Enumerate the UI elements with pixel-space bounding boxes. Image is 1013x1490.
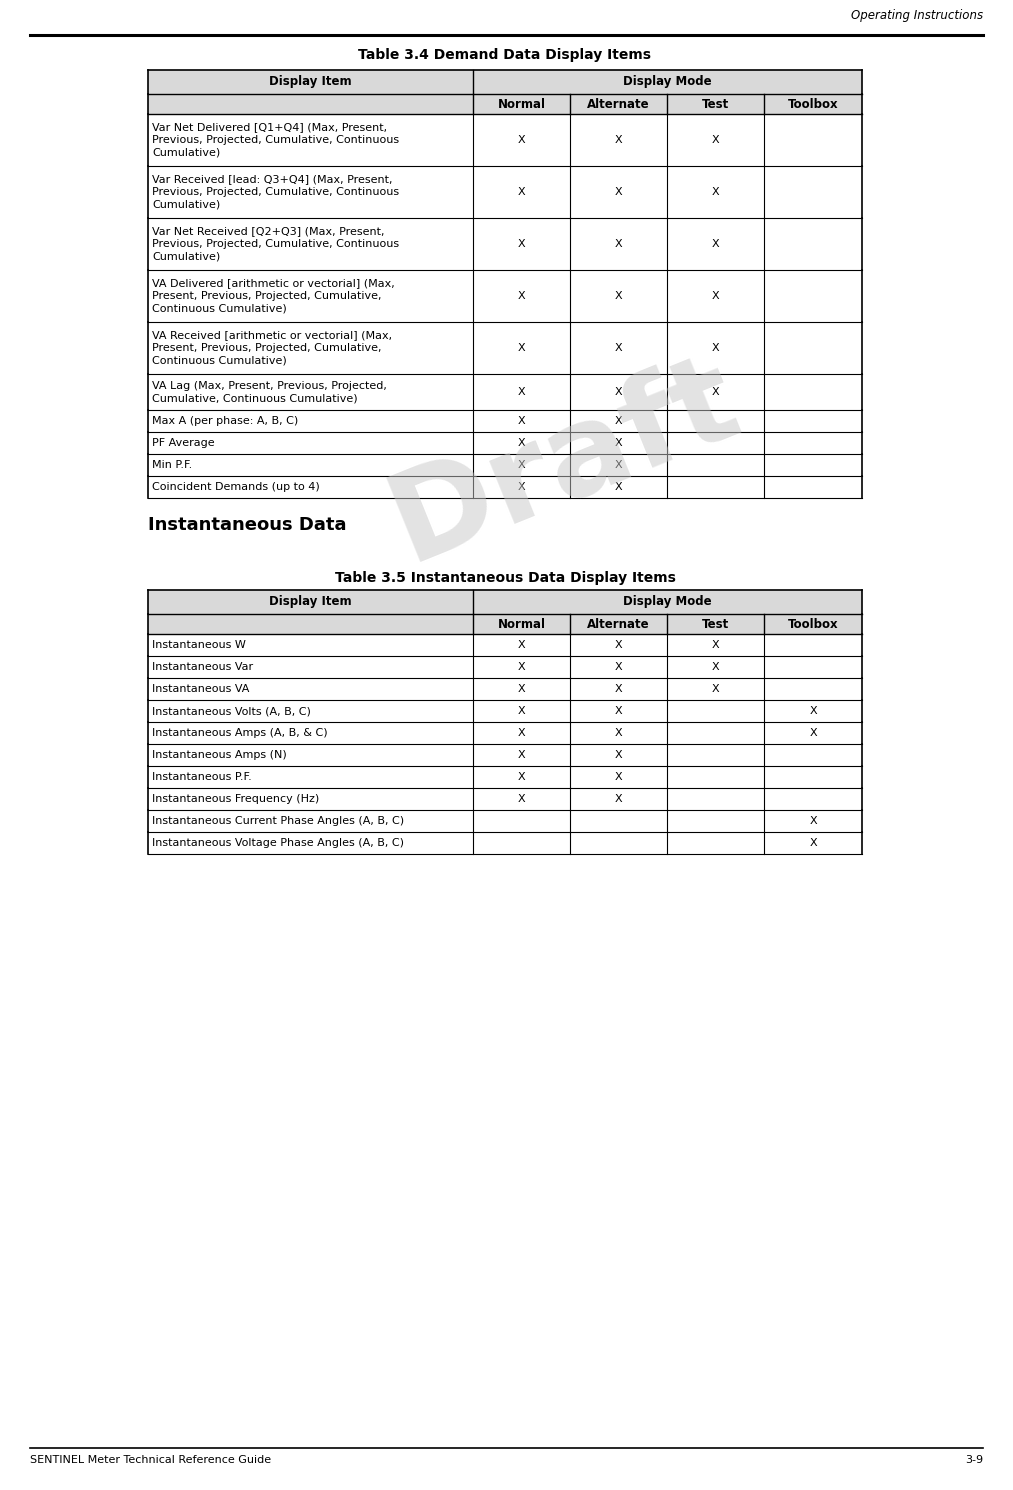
Text: X: X — [518, 460, 525, 469]
Text: Instantaneous Var: Instantaneous Var — [152, 662, 253, 672]
Text: X: X — [712, 387, 719, 396]
Text: Instantaneous Volts (A, B, C): Instantaneous Volts (A, B, C) — [152, 706, 311, 717]
Text: X: X — [518, 749, 525, 760]
Text: VA Delivered [arithmetic or vectorial] (Max,
Present, Previous, Projected, Cumul: VA Delivered [arithmetic or vectorial] (… — [152, 279, 395, 314]
Text: Min P.F.: Min P.F. — [152, 460, 192, 469]
Text: X: X — [615, 684, 622, 694]
Text: Toolbox: Toolbox — [788, 617, 839, 630]
Bar — [148, 94, 862, 115]
Text: X: X — [518, 794, 525, 805]
Text: X: X — [518, 662, 525, 672]
Text: Normal: Normal — [497, 617, 545, 630]
Text: X: X — [809, 817, 816, 825]
Text: X: X — [615, 238, 622, 249]
Text: X: X — [712, 188, 719, 197]
Text: X: X — [615, 772, 622, 782]
Text: Instantaneous Voltage Phase Angles (A, B, C): Instantaneous Voltage Phase Angles (A, B… — [152, 837, 404, 848]
Text: X: X — [518, 291, 525, 301]
Text: Alternate: Alternate — [588, 617, 649, 630]
Text: X: X — [712, 343, 719, 353]
Text: Toolbox: Toolbox — [788, 97, 839, 110]
Text: Display Item: Display Item — [269, 596, 352, 608]
Text: 3-9: 3-9 — [964, 1456, 983, 1465]
Text: X: X — [518, 238, 525, 249]
Text: X: X — [518, 438, 525, 448]
Text: X: X — [712, 291, 719, 301]
Text: X: X — [615, 343, 622, 353]
Bar — [148, 614, 862, 635]
Text: Alternate: Alternate — [588, 97, 649, 110]
Text: X: X — [615, 794, 622, 805]
Text: X: X — [615, 438, 622, 448]
Text: VA Lag (Max, Present, Previous, Projected,
Cumulative, Continuous Cumulative): VA Lag (Max, Present, Previous, Projecte… — [152, 380, 387, 404]
Text: X: X — [615, 291, 622, 301]
Text: Var Net Delivered [Q1+Q4] (Max, Present,
Previous, Projected, Cumulative, Contin: Var Net Delivered [Q1+Q4] (Max, Present,… — [152, 122, 399, 158]
Text: Test: Test — [702, 97, 729, 110]
Text: X: X — [518, 136, 525, 145]
Text: X: X — [518, 188, 525, 197]
Text: X: X — [518, 641, 525, 650]
Text: X: X — [712, 662, 719, 672]
Text: X: X — [615, 416, 622, 426]
Text: Table 3.5 Instantaneous Data Display Items: Table 3.5 Instantaneous Data Display Ite… — [334, 571, 676, 586]
Text: Instantaneous Current Phase Angles (A, B, C): Instantaneous Current Phase Angles (A, B… — [152, 817, 404, 825]
Text: X: X — [615, 460, 622, 469]
Text: Operating Instructions: Operating Instructions — [851, 9, 983, 22]
Text: X: X — [518, 481, 525, 492]
Text: Table 3.4 Demand Data Display Items: Table 3.4 Demand Data Display Items — [359, 48, 651, 63]
Text: VA Received [arithmetic or vectorial] (Max,
Present, Previous, Projected, Cumula: VA Received [arithmetic or vectorial] (M… — [152, 331, 392, 367]
Text: X: X — [712, 684, 719, 694]
Text: Max A (per phase: A, B, C): Max A (per phase: A, B, C) — [152, 416, 298, 426]
Text: Display Mode: Display Mode — [623, 76, 712, 88]
Text: X: X — [518, 772, 525, 782]
Text: X: X — [518, 387, 525, 396]
Text: X: X — [615, 188, 622, 197]
Text: X: X — [712, 136, 719, 145]
Text: Test: Test — [702, 617, 729, 630]
Text: X: X — [615, 481, 622, 492]
Text: X: X — [712, 238, 719, 249]
Text: Instantaneous W: Instantaneous W — [152, 641, 246, 650]
Text: X: X — [809, 837, 816, 848]
Text: X: X — [518, 706, 525, 717]
Text: Var Net Received [Q2+Q3] (Max, Present,
Previous, Projected, Cumulative, Continu: Var Net Received [Q2+Q3] (Max, Present, … — [152, 226, 399, 262]
Bar — [148, 70, 862, 94]
Text: Normal: Normal — [497, 97, 545, 110]
Text: PF Average: PF Average — [152, 438, 215, 448]
Text: X: X — [712, 641, 719, 650]
Text: Instantaneous Data: Instantaneous Data — [148, 516, 346, 533]
Text: Instantaneous VA: Instantaneous VA — [152, 684, 249, 694]
Text: X: X — [615, 706, 622, 717]
Text: Coincident Demands (up to 4): Coincident Demands (up to 4) — [152, 481, 320, 492]
Text: X: X — [615, 387, 622, 396]
Text: Draft: Draft — [374, 338, 757, 586]
Text: X: X — [615, 662, 622, 672]
Text: X: X — [615, 136, 622, 145]
Text: Instantaneous Amps (N): Instantaneous Amps (N) — [152, 749, 287, 760]
Text: X: X — [518, 343, 525, 353]
Text: Instantaneous Frequency (Hz): Instantaneous Frequency (Hz) — [152, 794, 319, 805]
Text: Display Item: Display Item — [269, 76, 352, 88]
Text: X: X — [615, 641, 622, 650]
Text: X: X — [809, 729, 816, 738]
Text: X: X — [518, 729, 525, 738]
Text: Instantaneous Amps (A, B, & C): Instantaneous Amps (A, B, & C) — [152, 729, 327, 738]
Text: X: X — [518, 416, 525, 426]
Text: Instantaneous P.F.: Instantaneous P.F. — [152, 772, 252, 782]
Bar — [148, 590, 862, 614]
Text: X: X — [615, 729, 622, 738]
Text: Var Received [lead: Q3+Q4] (Max, Present,
Previous, Projected, Cumulative, Conti: Var Received [lead: Q3+Q4] (Max, Present… — [152, 174, 399, 210]
Text: Display Mode: Display Mode — [623, 596, 712, 608]
Text: X: X — [518, 684, 525, 694]
Text: X: X — [615, 749, 622, 760]
Text: SENTINEL Meter Technical Reference Guide: SENTINEL Meter Technical Reference Guide — [30, 1456, 271, 1465]
Text: X: X — [809, 706, 816, 717]
